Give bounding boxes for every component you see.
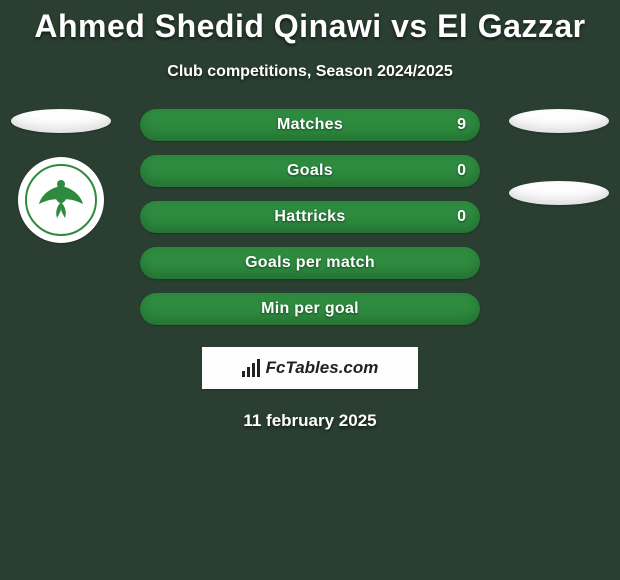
page-subtitle: Club competitions, Season 2024/2025: [0, 63, 620, 81]
branding-text: FcTables.com: [266, 358, 379, 378]
page-title: Ahmed Shedid Qinawi vs El Gazzar: [0, 0, 620, 45]
stats-list: Matches 9 Goals 0 Hattricks 0 Goals per …: [140, 109, 480, 325]
comparison-panel: Matches 9 Goals 0 Hattricks 0 Goals per …: [0, 109, 620, 431]
stat-row-goals: Goals 0: [140, 155, 480, 187]
stat-value-right: 9: [457, 116, 466, 134]
eagle-icon: [35, 174, 87, 226]
player-right-column: [504, 109, 614, 223]
branding-box: FcTables.com: [202, 347, 418, 389]
stat-label: Hattricks: [274, 208, 345, 226]
player-left-club-badge: [18, 157, 104, 243]
bar-chart-icon: [242, 359, 260, 377]
stat-value-right: 0: [457, 208, 466, 226]
footer-date: 11 february 2025: [0, 411, 620, 431]
player-right-photo-placeholder: [509, 109, 609, 133]
stat-label: Goals: [287, 162, 333, 180]
player-right-club-placeholder: [509, 181, 609, 205]
stat-row-hattricks: Hattricks 0: [140, 201, 480, 233]
stat-row-goals-per-match: Goals per match: [140, 247, 480, 279]
stat-value-right: 0: [457, 162, 466, 180]
stat-row-min-per-goal: Min per goal: [140, 293, 480, 325]
stat-label: Min per goal: [261, 300, 359, 318]
branding-inner: FcTables.com: [242, 358, 379, 378]
stat-label: Goals per match: [245, 254, 375, 272]
stat-label: Matches: [277, 116, 343, 134]
club-badge-inner: [25, 164, 97, 236]
stat-row-matches: Matches 9: [140, 109, 480, 141]
player-left-column: [6, 109, 116, 243]
player-left-photo-placeholder: [11, 109, 111, 133]
